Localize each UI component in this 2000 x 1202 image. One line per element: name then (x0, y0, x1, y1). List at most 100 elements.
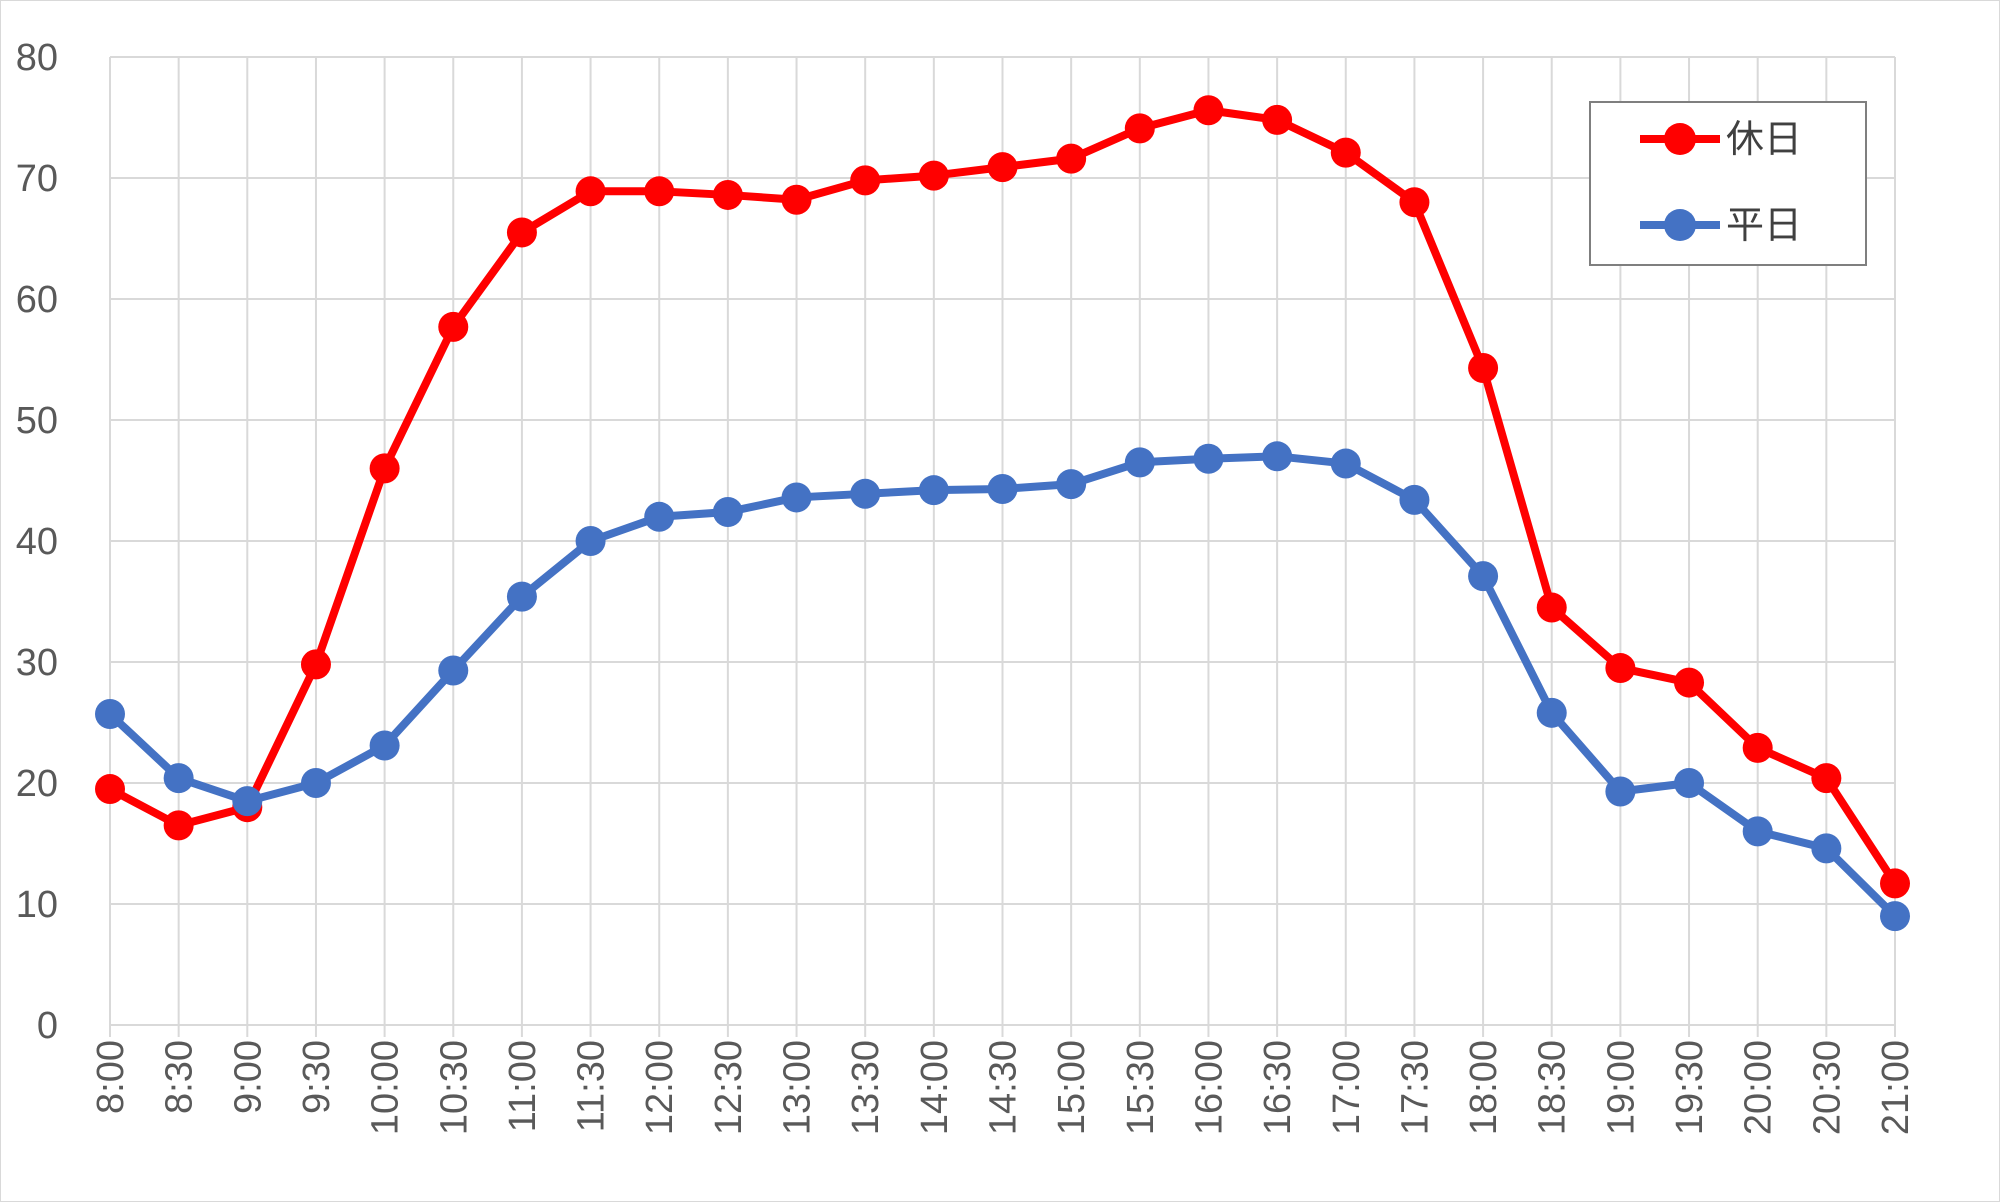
legend: 休日 平日 (1589, 101, 1867, 266)
data-point (1056, 469, 1087, 500)
data-point (1674, 768, 1705, 798)
data-point (1811, 833, 1842, 864)
y-tick-label: 60 (16, 279, 58, 321)
data-point (575, 526, 606, 556)
data-point (1880, 901, 1910, 932)
data-point (300, 649, 331, 680)
data-point (506, 581, 537, 612)
data-point (1193, 443, 1224, 474)
data-point (1811, 763, 1842, 794)
legend-label-weekday: 平日 (1726, 203, 1802, 247)
data-point (1468, 352, 1499, 383)
x-axis-tick-labels: 8:00 8:30 9:00 9:30 10:00 10:30 11:00 11:30 12:0… (90, 1040, 1917, 1135)
x-tick-label: 8:00 (90, 1040, 132, 1114)
x-tick-label: 19:00 (1600, 1040, 1642, 1135)
y-tick-label: 80 (16, 37, 58, 79)
data-point (575, 176, 606, 207)
x-tick-label: 14:30 (983, 1040, 1025, 1135)
x-tick-label: 19:30 (1669, 1040, 1711, 1135)
y-tick-label: 20 (16, 763, 58, 805)
data-point (1330, 448, 1361, 479)
data-point (1468, 561, 1499, 592)
x-tick-label: 10:30 (433, 1040, 475, 1135)
x-tick-label: 10:00 (365, 1040, 407, 1135)
grid (109, 56, 1896, 1037)
x-tick-label: 9:30 (296, 1040, 338, 1114)
data-point (781, 184, 812, 215)
x-tick-label: 15:30 (1120, 1040, 1162, 1135)
data-point (95, 699, 125, 730)
data-point (163, 810, 194, 841)
data-point (506, 217, 537, 248)
x-tick-label: 16:30 (1257, 1040, 1299, 1135)
x-tick-label: 9:00 (227, 1040, 269, 1114)
y-tick-label: 0 (37, 1005, 58, 1047)
data-point (918, 475, 949, 506)
data-point (1330, 137, 1361, 168)
data-point (850, 478, 881, 509)
data-point (1605, 776, 1636, 807)
y-tick-label: 40 (16, 521, 58, 563)
data-point (1193, 95, 1224, 126)
x-tick-label: 11:00 (502, 1040, 544, 1132)
data-point (1536, 697, 1567, 728)
data-point (1536, 592, 1567, 623)
x-tick-label: 15:00 (1051, 1040, 1093, 1135)
data-point (95, 774, 125, 805)
data-point (644, 176, 675, 207)
data-point (438, 311, 469, 342)
data-point (232, 786, 263, 817)
y-tick-label: 30 (16, 642, 58, 684)
data-point (644, 501, 675, 532)
series-weekday (95, 441, 1910, 932)
x-tick-label: 18:00 (1463, 1040, 1505, 1135)
x-tick-label: 14:00 (914, 1040, 956, 1135)
data-point (918, 160, 949, 191)
data-point (369, 730, 400, 761)
data-point (1124, 113, 1155, 144)
legend-label-holiday: 休日 (1726, 117, 1802, 161)
data-point (712, 496, 743, 527)
x-tick-label: 13:00 (777, 1040, 819, 1135)
data-point (987, 473, 1018, 504)
x-tick-label: 20:30 (1806, 1040, 1848, 1135)
data-point (1605, 653, 1636, 684)
x-tick-label: 18:30 (1532, 1040, 1574, 1135)
x-tick-label: 11:30 (571, 1040, 613, 1132)
data-point (1124, 447, 1155, 478)
data-point (1262, 104, 1293, 135)
x-tick-label: 12:00 (639, 1040, 681, 1135)
data-point (163, 763, 194, 794)
data-point (1880, 868, 1910, 899)
x-tick-label: 13:30 (845, 1040, 887, 1135)
data-point (1742, 816, 1773, 847)
legend-marker-weekday (1664, 209, 1696, 241)
y-tick-label: 50 (16, 400, 58, 442)
x-tick-label: 17:30 (1394, 1040, 1436, 1135)
data-point (850, 165, 881, 196)
data-point (1056, 143, 1087, 174)
x-tick-label: 8:30 (159, 1040, 201, 1114)
data-point (781, 482, 812, 513)
x-tick-label: 21:00 (1875, 1040, 1917, 1135)
data-point (1399, 484, 1430, 515)
y-tick-label: 70 (16, 158, 58, 200)
data-point (1399, 187, 1430, 218)
y-axis-tick-labels: 0 10 20 30 40 50 60 70 80 (16, 37, 58, 1047)
series-layer (95, 95, 1910, 932)
legend-marker-holiday (1664, 123, 1696, 155)
x-tick-label: 20:00 (1738, 1040, 1780, 1135)
data-point (712, 179, 743, 210)
data-point (438, 655, 469, 686)
x-tick-label: 17:00 (1326, 1040, 1368, 1135)
data-point (987, 152, 1018, 183)
data-point (1674, 667, 1705, 698)
series-holiday (95, 95, 1910, 899)
y-tick-label: 10 (16, 884, 58, 926)
data-point (369, 453, 400, 484)
data-point (300, 768, 331, 798)
data-point (1742, 732, 1773, 763)
legend-box (1589, 101, 1867, 266)
x-tick-label: 16:00 (1188, 1040, 1230, 1135)
